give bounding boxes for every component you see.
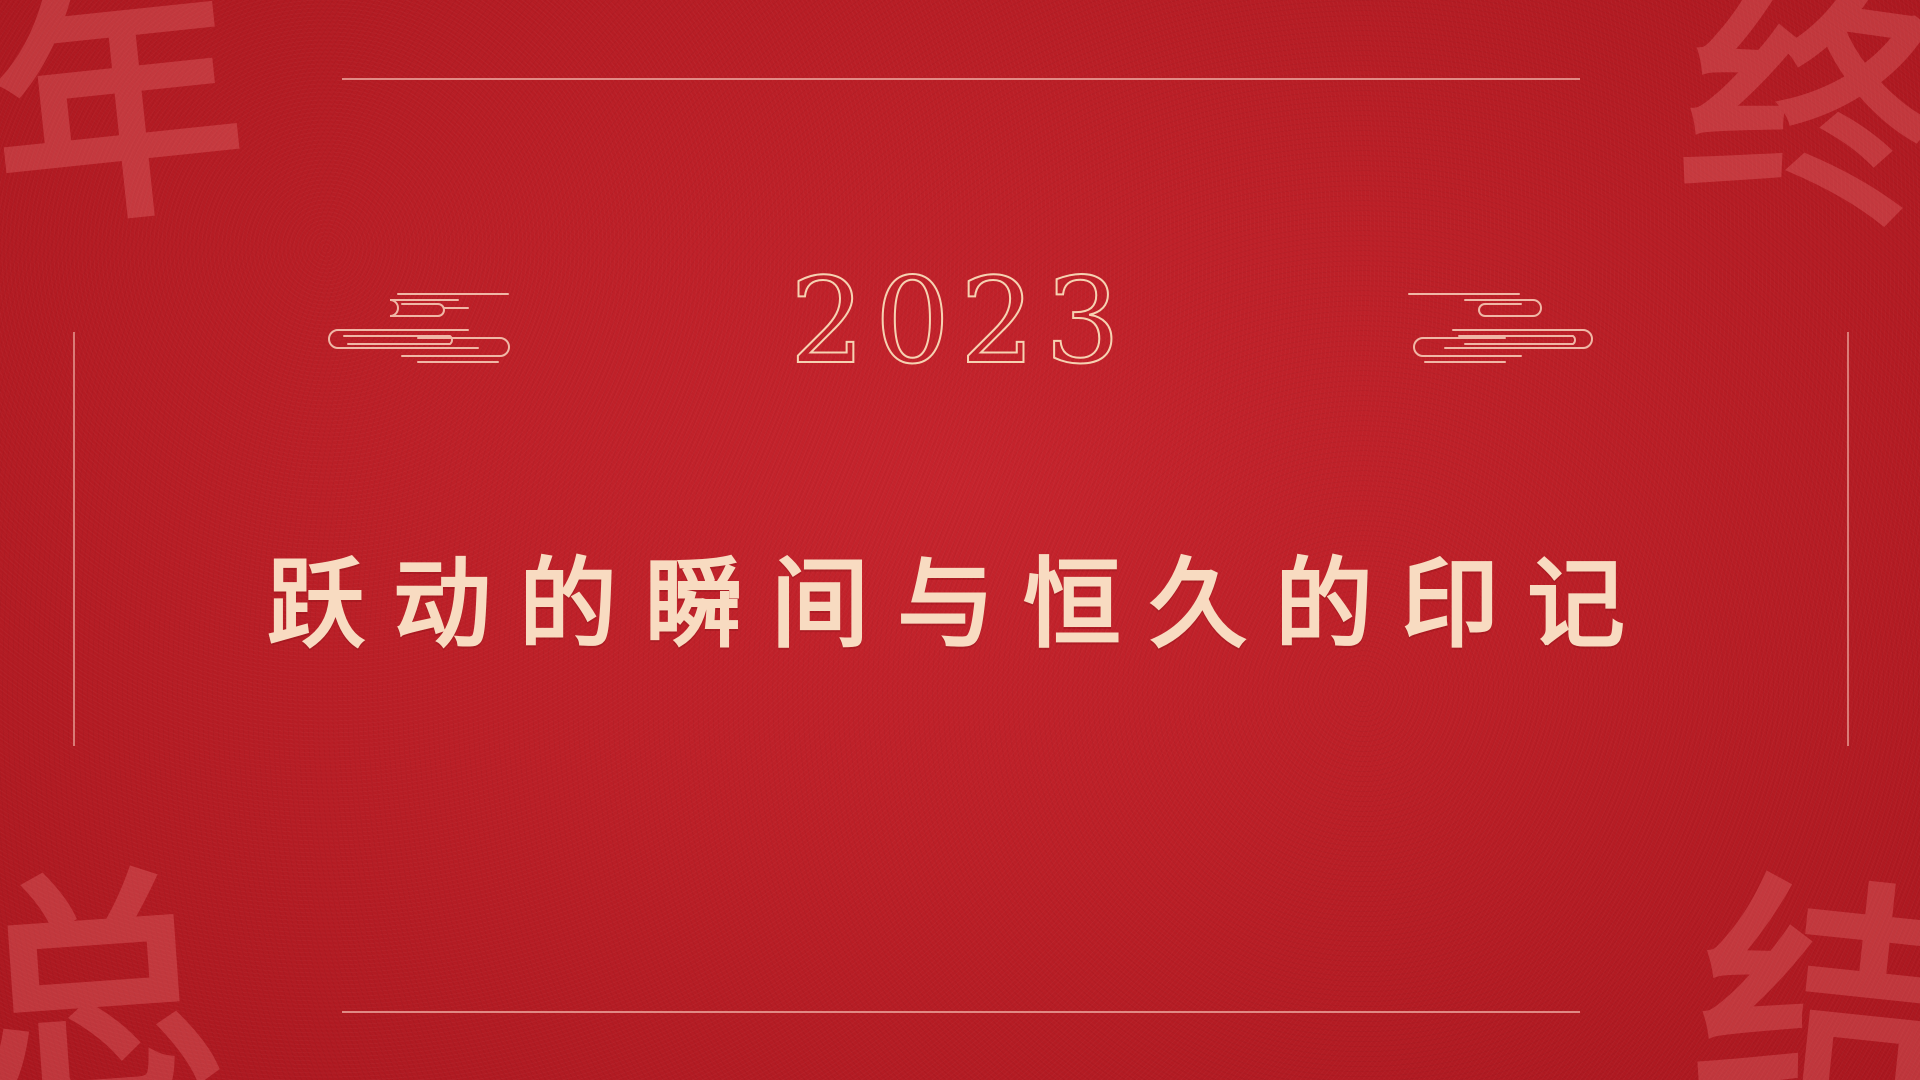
watermark-char-top-right: 终 bbox=[1668, 0, 1920, 266]
headline: 跃动的瞬间与恒久的印记 bbox=[266, 548, 1653, 662]
watermark-char-top-left: 年 bbox=[0, 0, 257, 267]
watermark-char-bottom-left: 总 bbox=[0, 839, 230, 1080]
frame-bottom-line bbox=[342, 1011, 1580, 1013]
watermark-char-bottom-right: 结 bbox=[1685, 843, 1920, 1080]
year-title: 2023 bbox=[789, 252, 1131, 390]
frame-left-line bbox=[73, 332, 75, 746]
frame-right-line bbox=[1847, 332, 1849, 746]
auspicious-cloud-icon bbox=[1408, 293, 1593, 363]
frame-top-line bbox=[342, 78, 1580, 80]
auspicious-cloud-icon bbox=[328, 293, 510, 363]
